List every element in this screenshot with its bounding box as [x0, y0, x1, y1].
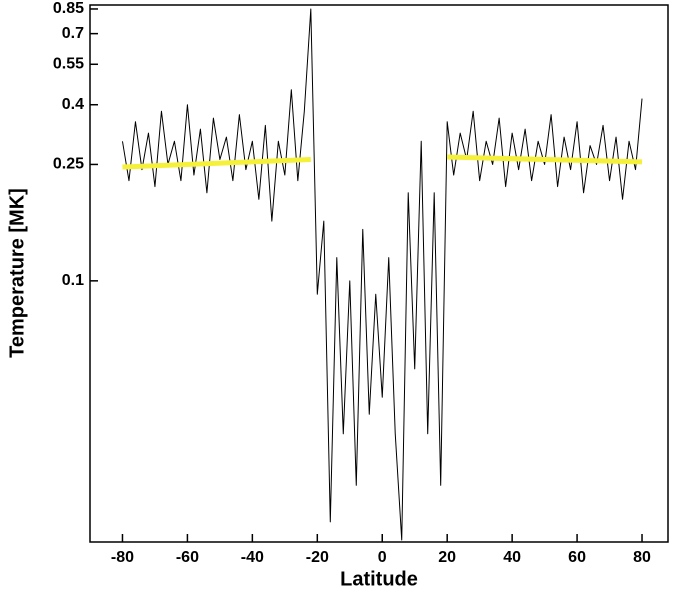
x-tick-label: 60 — [568, 549, 586, 566]
x-axis-label: Latitude — [340, 568, 418, 590]
x-tick-label: -60 — [176, 549, 199, 566]
x-tick-label: 40 — [503, 549, 521, 566]
y-tick-label: 0.7 — [62, 25, 84, 42]
y-tick-label: 0.55 — [53, 55, 84, 72]
x-tick-label: -20 — [306, 549, 329, 566]
y-tick-label: 0.85 — [53, 0, 84, 17]
x-tick-label: 80 — [633, 549, 651, 566]
x-tick-label: 0 — [378, 549, 387, 566]
series-line — [122, 156, 311, 170]
y-tick-label: 0.1 — [62, 272, 84, 289]
y-tick-label: 0.4 — [62, 96, 84, 113]
series-line — [121, 8, 643, 541]
y-axis-label: Temperature [MK] — [6, 188, 28, 358]
x-tick-label: 20 — [438, 549, 456, 566]
x-tick-label: -40 — [241, 549, 264, 566]
plot-frame — [89, 4, 669, 543]
x-tick-label: -80 — [111, 549, 134, 566]
y-tick-label: 0.25 — [53, 156, 84, 173]
series-line — [447, 154, 643, 165]
